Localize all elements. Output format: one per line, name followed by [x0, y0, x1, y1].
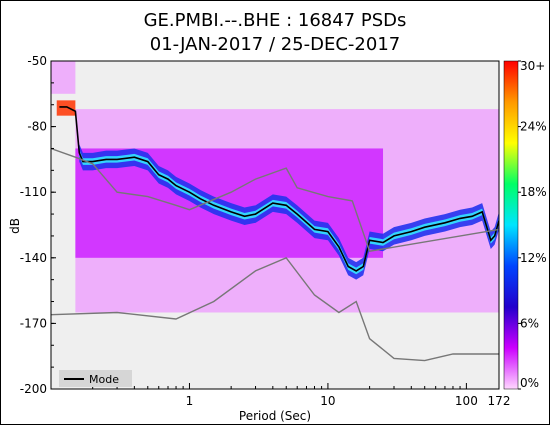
- x-tick-label: 100: [455, 394, 478, 408]
- density-ridge: [79, 144, 499, 280]
- y-tick-label: -140: [20, 251, 47, 265]
- x-axis-label: Period (Sec): [239, 409, 311, 423]
- colorbar-tick-label: 6%: [520, 316, 539, 330]
- colorbar-tick-label: 18%: [520, 185, 547, 199]
- colorbar-tick-label: 24%: [520, 120, 547, 134]
- density-band: [51, 61, 76, 94]
- y-tick-label: -80: [27, 120, 47, 134]
- noise-model-line: [51, 147, 499, 252]
- y-tick-label: -200: [20, 382, 47, 396]
- noise-model-line: [51, 256, 499, 362]
- chart-title: GE.PMBI.--.BHE : 16847 PSDs: [144, 10, 407, 31]
- y-tick-label: -110: [20, 185, 47, 199]
- x-tick-label: 1: [186, 394, 194, 408]
- y-tick-label: -50: [27, 54, 47, 68]
- legend-box: [59, 370, 132, 387]
- colorbar-tick-label: 30+: [520, 59, 545, 73]
- legend: Mode: [59, 370, 132, 387]
- colorbar-tick-label: 0%: [520, 376, 539, 390]
- y-axis-label: dB: [8, 218, 22, 234]
- mode-line: [59, 106, 499, 272]
- chart-subtitle: 01-JAN-2017 / 25-DEC-2017: [150, 34, 401, 55]
- legend-label: Mode: [89, 373, 119, 386]
- y-tick-label: -170: [20, 316, 47, 330]
- plot-frame: [50, 60, 500, 390]
- x-tick-label: 172: [488, 394, 511, 408]
- colorbar-tick-label: 12%: [520, 251, 547, 265]
- x-tick-label: 10: [320, 394, 335, 408]
- colorbar: [503, 60, 519, 390]
- density-core: [79, 149, 499, 275]
- density-band: [56, 100, 76, 116]
- plot-layer: [51, 61, 499, 362]
